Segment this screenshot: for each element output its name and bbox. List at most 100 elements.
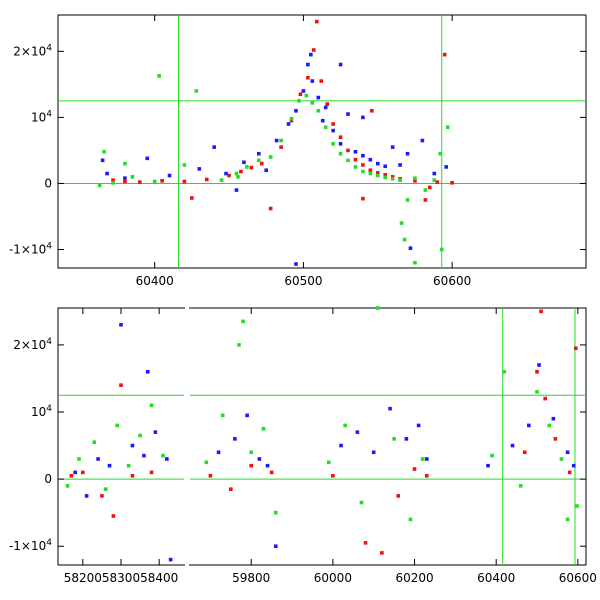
data-point-red [269, 470, 274, 475]
data-point-red [423, 198, 428, 202]
data-point-green [346, 158, 350, 163]
data-point-green [138, 433, 142, 438]
data-point-green [398, 178, 402, 182]
axis-break-top [185, 306, 189, 310]
x-tick-label: 60200 [395, 571, 433, 585]
data-point-red [368, 168, 373, 173]
data-point-red [522, 450, 527, 455]
data-point-blue [119, 322, 123, 327]
data-point-blue [105, 171, 109, 176]
data-point-green [161, 453, 165, 458]
y-tick-label: 104 [31, 404, 52, 419]
data-point-red [435, 180, 440, 184]
data-point-red [319, 79, 324, 83]
data-point-blue [167, 173, 172, 178]
data-point-green [390, 177, 395, 181]
data-point-blue [404, 437, 409, 441]
data-point-blue [309, 52, 313, 57]
data-point-red [190, 196, 194, 200]
data-point-green [445, 125, 450, 130]
x-tick-label: 58300 [102, 571, 140, 585]
y-tick-label: 104 [31, 109, 52, 124]
data-point-green [92, 440, 97, 445]
data-point-green [149, 403, 154, 408]
data-point-red [259, 161, 264, 166]
data-point-red [81, 470, 85, 475]
data-point-blue [424, 457, 429, 461]
data-point-blue [216, 450, 221, 455]
data-point-red [331, 473, 335, 478]
data-point-blue [353, 149, 358, 154]
data-point-red [380, 551, 384, 555]
data-point-blue [346, 112, 350, 116]
data-point-red [111, 514, 116, 518]
panel-top-frame [57, 14, 587, 269]
data-point-blue [416, 423, 421, 428]
data-point-green [130, 175, 135, 179]
data-point-green [241, 319, 245, 324]
x-tick-label: 60600 [433, 274, 471, 288]
data-point-blue [320, 118, 325, 123]
data-point-green [399, 221, 404, 225]
x-tick-label: 60600 [559, 571, 597, 585]
y-tick-label: -1×104 [9, 242, 52, 257]
data-point-red [268, 206, 273, 211]
data-point-red [428, 185, 432, 190]
data-point-green [65, 484, 70, 488]
y-tick-label: -1×104 [9, 538, 52, 553]
data-point-blue [145, 369, 150, 374]
data-point-red [390, 175, 395, 179]
data-point-green [323, 125, 328, 130]
data-point-blue [84, 494, 89, 498]
y-tick-label: 2×104 [13, 43, 52, 58]
panel-bottom-frame [57, 307, 587, 566]
data-point-blue [73, 470, 77, 475]
data-point-red [539, 309, 543, 314]
data-point-blue [234, 188, 239, 192]
data-point-red [553, 437, 558, 441]
data-point-green [547, 423, 552, 428]
data-point-red [353, 157, 358, 162]
data-point-green [353, 165, 358, 169]
data-point-blue [256, 151, 261, 156]
x-tick-label: 60400 [477, 571, 515, 585]
y-tick-label: 0 [44, 472, 52, 486]
data-point-green [103, 487, 108, 491]
data-point-blue [383, 164, 388, 169]
data-point-green [359, 500, 364, 505]
data-point-red [69, 473, 74, 478]
data-point-green [383, 175, 388, 180]
y-tick-label: 0 [44, 176, 52, 190]
data-point-red [306, 75, 310, 80]
data-point-blue [294, 262, 298, 266]
data-point-red [249, 165, 254, 170]
data-point-blue [355, 430, 360, 434]
data-point-blue [338, 62, 343, 67]
data-point-blue [338, 142, 343, 146]
data-point-green [392, 437, 396, 441]
data-point-blue [212, 145, 216, 149]
data-point-blue [388, 406, 392, 411]
data-point-blue [571, 463, 576, 468]
data-point-green [343, 423, 347, 428]
data-point-green [219, 178, 224, 182]
x-tick-label: 59800 [232, 571, 270, 585]
data-point-red [543, 396, 547, 401]
data-point-green [331, 142, 335, 146]
data-point-red [314, 19, 319, 24]
data-point-green [77, 457, 81, 461]
data-point-green [559, 457, 564, 461]
data-point-green [535, 390, 539, 394]
data-point-green [152, 179, 157, 184]
data-point-blue [368, 157, 373, 162]
data-point-green [439, 247, 444, 252]
data-point-red [100, 494, 104, 498]
data-point-red [370, 108, 374, 113]
x-tick-label: 60500 [284, 274, 322, 288]
data-point-green [256, 158, 261, 163]
data-point-blue [361, 115, 365, 120]
data-point-green [261, 426, 266, 431]
data-point-red [361, 163, 365, 167]
data-point-red [312, 48, 316, 52]
data-point-red [361, 196, 365, 201]
